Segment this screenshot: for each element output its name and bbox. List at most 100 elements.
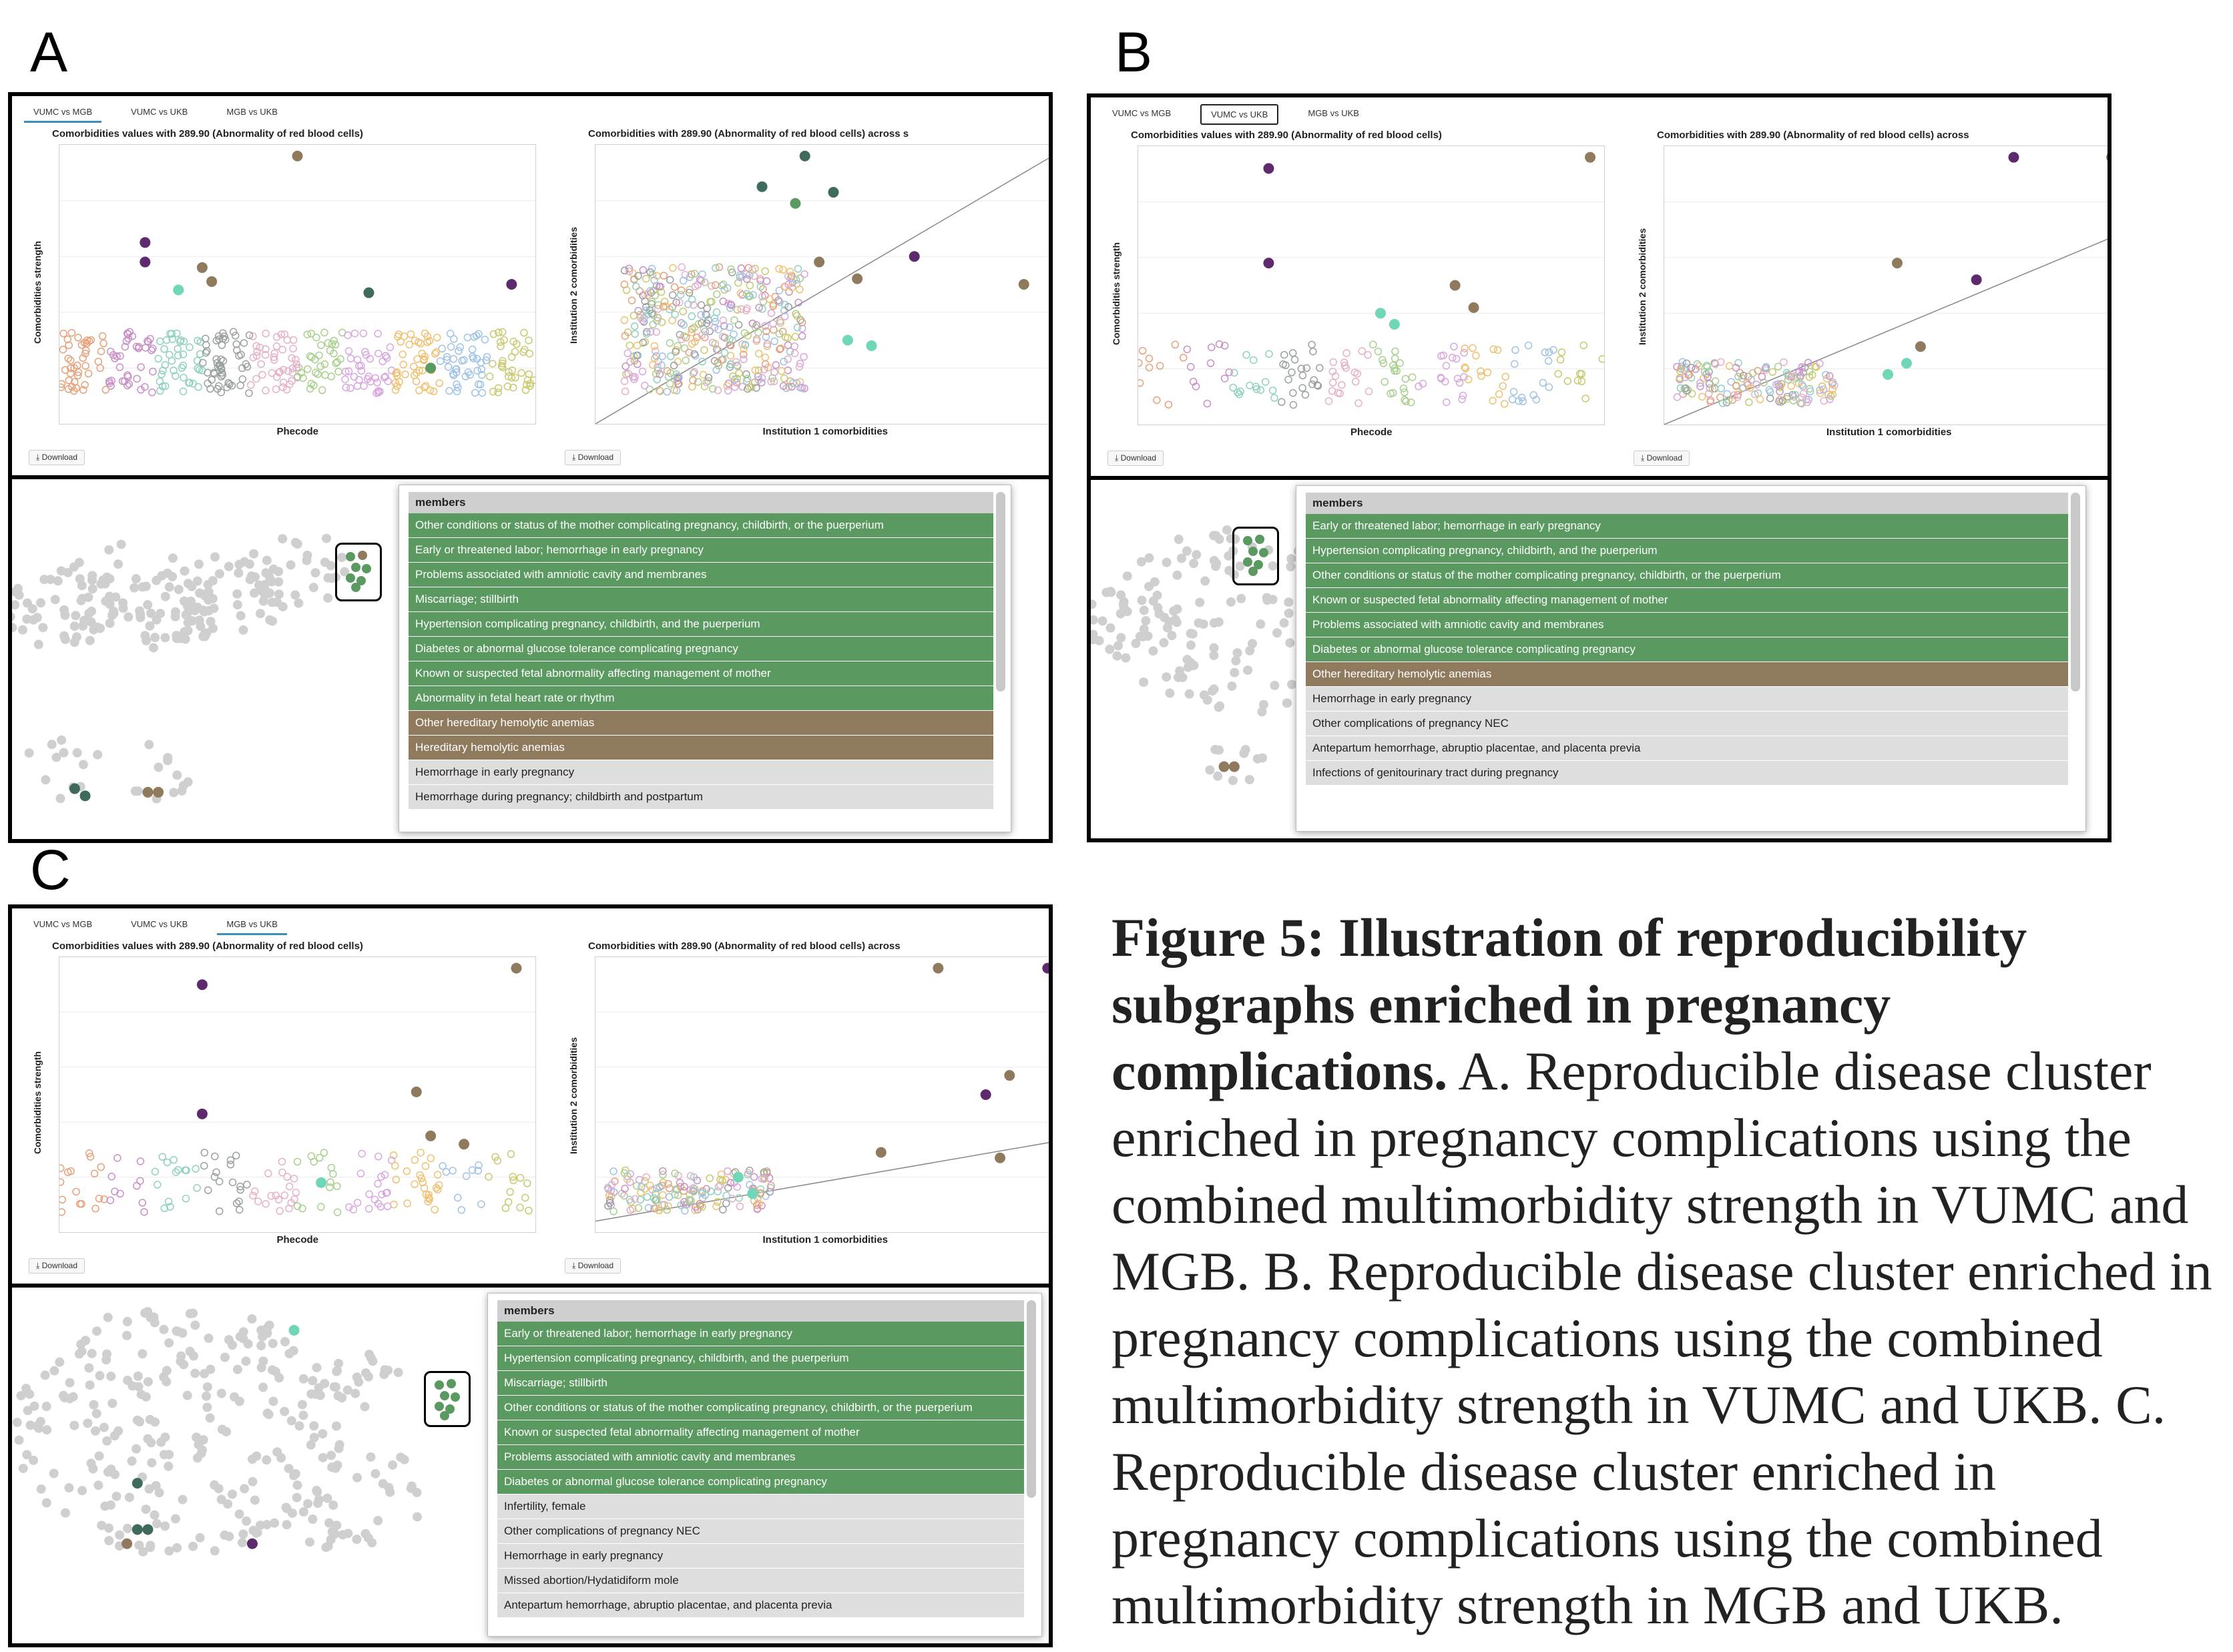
panel-b: VUMC vs MGB VUMC vs UKB MGB vs UKB Comorbid… — [1087, 93, 2112, 842]
highlighted-cluster[interactable] — [1232, 527, 1279, 585]
members-table[interactable]: members Early or threatened labor; hemorr… — [487, 1293, 1042, 1637]
member-row[interactable]: Early or threatened labor; hemorrhage in… — [1306, 514, 2068, 539]
member-row[interactable]: Miscarriage; stillbirth — [497, 1371, 1024, 1396]
download-button[interactable]: ⤓ Download — [29, 450, 85, 465]
plots-section: VUMC vs MGB VUMC vs UKB MGB vs UKB Comorbid… — [12, 908, 1049, 1284]
tab-vumc-vs-mgb[interactable]: VUMC vs MGB — [24, 103, 102, 123]
tab-vumc-vs-ukb[interactable]: VUMC vs UKB — [131, 107, 188, 117]
member-row[interactable]: Early or threatened labor; hemorrhage in… — [409, 538, 993, 563]
x-axis-label-phecode: Phecode — [276, 426, 319, 437]
tab-vumc-vs-mgb[interactable]: VUMC vs MGB — [1112, 108, 1172, 118]
member-row[interactable]: Infertility, female — [497, 1494, 1024, 1519]
highlighted-cluster[interactable] — [424, 1371, 471, 1427]
strength-title: Comorbidities values with 289.90 (Abnorm… — [52, 128, 363, 140]
member-row[interactable]: Missed abortion/Hydatidiform mole — [497, 1569, 1024, 1593]
member-row[interactable]: Diabetes or abnormal glucose tolerance c… — [497, 1470, 1024, 1494]
member-row[interactable]: Hemorrhage in early pregnancy — [409, 760, 993, 785]
y-axis-label-strength: Comorbidities strength — [1111, 242, 1122, 345]
download-button[interactable]: ⤓ Download — [565, 450, 622, 465]
plots-section: VUMC vs MGB VUMC vs UKB MGB vs UKB Comorbid… — [1091, 97, 2107, 476]
scatter-plot — [1664, 146, 2107, 425]
member-row[interactable]: Other hereditary hemolytic anemias — [1306, 662, 2068, 687]
member-row[interactable]: Abnormality in fetal heart rate or rhyth… — [409, 686, 993, 711]
member-row[interactable]: Miscarriage; stillbirth — [409, 587, 993, 612]
member-row[interactable]: Diabetes or abnormal glucose tolerance c… — [409, 637, 993, 661]
plots-section: VUMC vs MGB VUMC vs UKB MGB vs UKB Comorbid… — [12, 96, 1049, 475]
x-axis-label-institution-1: Institution 1 comorbidities — [762, 426, 889, 437]
member-row[interactable]: Early or threatened labor; hemorrhage in… — [497, 1322, 1024, 1346]
tab-mgb-vs-ukb[interactable]: MGB vs UKB — [1308, 108, 1359, 118]
caption-title: Figure 5: Illustration of reproducibilit… — [1111, 907, 2027, 1101]
member-row[interactable]: Other conditions or status of the mother… — [409, 513, 993, 538]
member-row[interactable]: Hypertension complicating pregnancy, chi… — [497, 1346, 1024, 1371]
member-row[interactable]: Known or suspected fetal abnormality aff… — [1306, 588, 2068, 613]
member-row[interactable]: Hereditary hemolytic anemias — [409, 736, 993, 760]
members-header: members — [1306, 493, 2068, 514]
members-header: members — [409, 492, 993, 513]
strength-plot — [59, 144, 536, 425]
members-table[interactable]: members Early or threatened labor; hemorr… — [1296, 485, 2086, 832]
members-scrollbar[interactable] — [996, 492, 1005, 692]
member-row[interactable]: Other conditions or status of the mother… — [1306, 563, 2068, 588]
member-row[interactable]: Other hereditary hemolytic anemias — [409, 711, 993, 736]
network-section: members Other conditions or status of the… — [8, 475, 1053, 843]
comparison-tabs: VUMC vs MGB VUMC vs UKB MGB vs UKB — [24, 915, 287, 935]
tab-vumc-vs-ukb[interactable]: VUMC vs UKB — [131, 919, 188, 929]
figure-caption: Figure 5: Illustration of reproducibilit… — [1111, 904, 2220, 1639]
member-row[interactable]: Known or suspected fetal abnormality aff… — [497, 1420, 1024, 1445]
members-scrollbar[interactable] — [1027, 1300, 1036, 1498]
scatter-title: Comorbidities with 289.90 (Abnormality o… — [1657, 129, 1969, 141]
member-row[interactable]: Hemorrhage in early pregnancy — [497, 1544, 1024, 1569]
member-row[interactable]: Other complications of pregnancy NEC — [497, 1519, 1024, 1544]
strength-plot — [59, 956, 536, 1233]
x-axis-label-institution-1: Institution 1 comorbidities — [762, 1234, 889, 1246]
tab-mgb-vs-ukb[interactable]: MGB vs UKB — [226, 107, 278, 117]
tab-mgb-vs-ukb[interactable]: MGB vs UKB — [217, 915, 287, 935]
network-section: members Early or threatened labor; hemorr… — [8, 1284, 1053, 1647]
tab-vumc-vs-mgb[interactable]: VUMC vs MGB — [33, 919, 93, 929]
panel-label-a: A — [30, 21, 68, 83]
panel-c: VUMC vs MGB VUMC vs UKB MGB vs UKB Comorbid… — [8, 904, 1053, 1647]
download-button[interactable]: ⤓ Download — [1634, 451, 1690, 466]
member-row[interactable]: Hemorrhage during pregnancy; childbirth … — [409, 785, 993, 810]
network-graph — [12, 1307, 423, 1557]
network-section: members Early or threatened labor; hemorr… — [1087, 476, 2112, 842]
member-row[interactable]: Known or suspected fetal abnormality aff… — [409, 661, 993, 686]
member-row[interactable]: Antepartum hemorrhage, abruptio placenta… — [1306, 736, 2068, 761]
strength-title: Comorbidities values with 289.90 (Abnorm… — [1131, 129, 1442, 141]
member-row[interactable]: Problems associated with amniotic cavity… — [1306, 613, 2068, 637]
member-row[interactable]: Infections of genitourinary tract during… — [1306, 761, 2068, 786]
tab-vumc-vs-ukb[interactable]: VUMC vs UKB — [1200, 104, 1279, 125]
scatter-title: Comorbidities with 289.90 (Abnormality o… — [588, 940, 901, 952]
panel-label-c: C — [30, 838, 71, 901]
caption-text: A. Reproducible disease cluster enriched… — [1111, 1041, 2212, 1635]
y-axis-label-institution-2: Institution 2 comorbidities — [1637, 228, 1648, 345]
member-row[interactable]: Other conditions or status of the mother… — [497, 1396, 1024, 1420]
download-button[interactable]: ⤓ Download — [565, 1258, 622, 1274]
member-row[interactable]: Antepartum hemorrhage, abruptio placenta… — [497, 1593, 1024, 1618]
y-axis-label-strength: Comorbidities strength — [32, 1051, 43, 1154]
member-row[interactable]: Problems associated with amniotic cavity… — [497, 1445, 1024, 1470]
download-button[interactable]: ⤓ Download — [1107, 451, 1164, 466]
highlighted-cluster[interactable] — [335, 543, 382, 601]
x-axis-label-phecode: Phecode — [276, 1234, 319, 1246]
scatter-plot — [595, 144, 1049, 425]
members-table[interactable]: members Other conditions or status of the… — [399, 485, 1011, 832]
member-row[interactable]: Problems associated with amniotic cavity… — [409, 563, 993, 587]
panel-label-b: B — [1115, 21, 1153, 83]
y-axis-label-institution-2: Institution 2 comorbidities — [568, 1037, 579, 1154]
members-header: members — [497, 1300, 1024, 1322]
member-row[interactable]: Hemorrhage in early pregnancy — [1306, 687, 2068, 712]
scatter-plot — [595, 956, 1049, 1233]
member-row[interactable]: Hypertension complicating pregnancy, chi… — [409, 612, 993, 637]
member-row[interactable]: Diabetes or abnormal glucose tolerance c… — [1306, 637, 2068, 662]
strength-plot — [1138, 146, 1605, 425]
member-row[interactable]: Other complications of pregnancy NEC — [1306, 712, 2068, 736]
panel-a: VUMC vs MGB VUMC vs UKB MGB vs UKB Comorbid… — [8, 92, 1053, 843]
download-button[interactable]: ⤓ Download — [29, 1258, 85, 1274]
member-row[interactable]: Hypertension complicating pregnancy, chi… — [1306, 539, 2068, 563]
strength-title: Comorbidities values with 289.90 (Abnorm… — [52, 940, 363, 952]
y-axis-label-strength: Comorbidities strength — [32, 240, 43, 344]
x-axis-label-phecode: Phecode — [1350, 427, 1393, 438]
members-scrollbar[interactable] — [2071, 493, 2080, 692]
